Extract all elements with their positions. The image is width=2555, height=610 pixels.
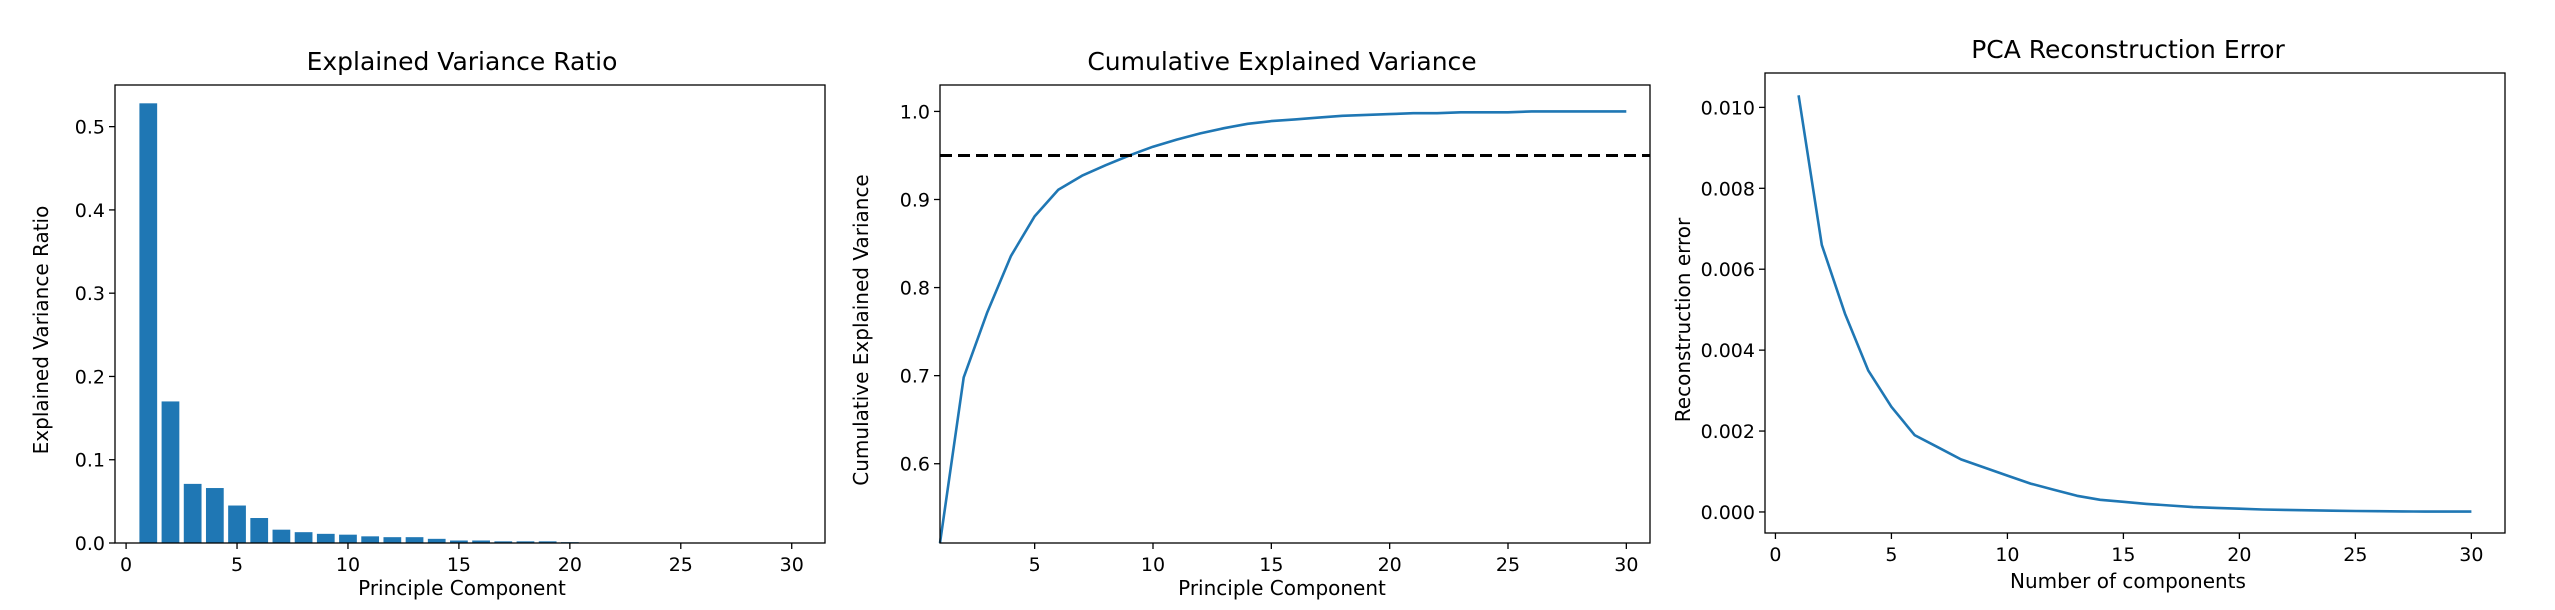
y-tick-label: 0.000 xyxy=(1701,502,1755,524)
chart-title: PCA Reconstruction Error xyxy=(1971,35,2285,64)
x-tick-label: 30 xyxy=(1614,554,1638,576)
y-tick-label: 0.008 xyxy=(1701,178,1755,200)
y-tick-label: 0.006 xyxy=(1701,259,1755,281)
x-tick-label: 15 xyxy=(447,554,471,576)
x-tick-label: 30 xyxy=(780,554,804,576)
y-tick-label: 0.6 xyxy=(900,454,930,476)
bar xyxy=(361,536,380,543)
x-tick-label: 10 xyxy=(1995,544,2019,566)
bar xyxy=(228,505,246,543)
bar xyxy=(516,541,535,543)
x-tick-label: 15 xyxy=(2111,544,2135,566)
x-tick-label: 15 xyxy=(1259,554,1283,576)
bar xyxy=(405,537,424,543)
y-tick-label: 0.2 xyxy=(75,366,105,388)
y-tick-label: 0.004 xyxy=(1701,340,1755,362)
plot-frame xyxy=(939,84,1651,544)
explained-variance-ratio-panel: Explained Variance Ratio Principle Compo… xyxy=(29,47,826,600)
bar xyxy=(427,538,446,543)
x-tick-label: 10 xyxy=(1141,554,1165,576)
y-axis-label: Reconstruction error xyxy=(1671,217,1695,422)
y-tick-label: 1.0 xyxy=(900,101,930,123)
x-tick-label: 5 xyxy=(231,554,243,576)
x-axis-label: Number of components xyxy=(2010,569,2246,593)
bar xyxy=(294,532,313,543)
bar xyxy=(272,529,291,543)
x-tick-label: 5 xyxy=(1029,554,1041,576)
bar xyxy=(472,540,490,543)
bar xyxy=(538,541,557,543)
bar xyxy=(250,518,269,543)
bar xyxy=(139,103,158,543)
bar xyxy=(383,537,402,543)
y-tick-label: 0.1 xyxy=(75,450,105,472)
series-line xyxy=(938,110,1627,544)
bar xyxy=(316,533,335,543)
x-tick-label: 25 xyxy=(669,554,693,576)
y-tick-label: 0.5 xyxy=(75,117,105,139)
x-tick-label: 30 xyxy=(2459,544,2483,566)
x-tick-label: 20 xyxy=(2227,544,2251,566)
bar xyxy=(494,541,513,543)
y-tick-label: 0.002 xyxy=(1701,421,1755,443)
x-axis-label: Principle Component xyxy=(358,576,566,600)
cumulative-explained-variance-panel: Cumulative Explained Variance Principle … xyxy=(849,47,1651,600)
x-tick-label: 10 xyxy=(336,554,360,576)
chart-title: Cumulative Explained Variance xyxy=(1087,47,1476,76)
y-axis-label: Explained Variance Ratio xyxy=(29,206,53,455)
plot-frame xyxy=(1764,72,2506,534)
y-tick-label: 0.7 xyxy=(900,366,930,388)
x-tick-label: 25 xyxy=(2343,544,2367,566)
x-tick-label: 0 xyxy=(1769,544,1781,566)
bar xyxy=(450,540,468,543)
y-tick-label: 0.0 xyxy=(75,533,105,555)
bar xyxy=(339,534,357,543)
chart-title: Explained Variance Ratio xyxy=(307,47,618,76)
plot-frame xyxy=(114,84,826,544)
x-tick-label: 20 xyxy=(1378,554,1402,576)
series-line xyxy=(1797,95,2472,513)
y-tick-label: 0.010 xyxy=(1701,97,1755,119)
x-axis-label: Principle Component xyxy=(1178,576,1386,600)
x-tick-label: 5 xyxy=(1885,544,1897,566)
y-tick-label: 0.9 xyxy=(900,190,930,212)
bar xyxy=(161,401,180,543)
y-tick-label: 0.3 xyxy=(75,283,105,305)
bar xyxy=(183,483,202,543)
bar xyxy=(205,488,224,543)
x-tick-label: 25 xyxy=(1496,554,1520,576)
x-tick-label: 20 xyxy=(558,554,582,576)
y-tick-label: 0.8 xyxy=(900,278,930,300)
pca-reconstruction-error-panel: PCA Reconstruction Error Number of compo… xyxy=(1671,35,2506,593)
x-tick-label: 0 xyxy=(120,554,132,576)
y-axis-label: Cumulative Explained Variance xyxy=(849,174,873,485)
y-tick-label: 0.4 xyxy=(75,200,105,222)
